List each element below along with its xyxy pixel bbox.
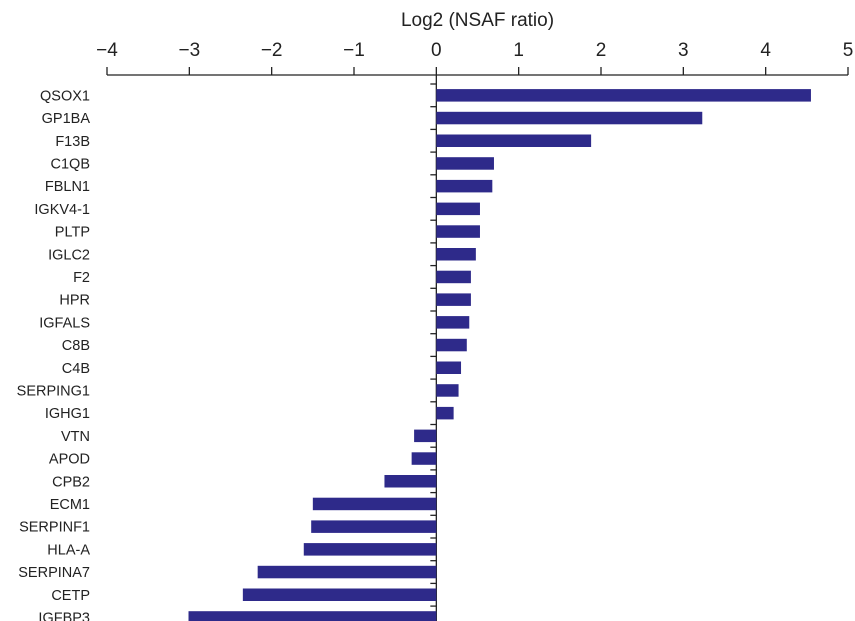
bar-cetp	[242, 588, 437, 601]
bar-serping1	[436, 384, 459, 397]
x-tick-label: 2	[596, 40, 607, 61]
x-tick-label: 3	[678, 40, 689, 61]
category-label: HLA-A	[47, 542, 90, 558]
bar-hla-a	[303, 543, 437, 556]
category-label: ECM1	[50, 497, 90, 513]
category-label: IGFALS	[39, 315, 90, 331]
category-label: C8B	[62, 338, 90, 354]
bar-apod	[411, 452, 437, 465]
bar-pltp	[436, 225, 480, 238]
category-label: IGHG1	[45, 406, 90, 422]
category-label: PLTP	[55, 225, 90, 241]
category-label: IGLC2	[48, 247, 90, 263]
x-tick-label: −1	[343, 40, 365, 61]
x-tick-label: 4	[760, 40, 771, 61]
x-tick-label: −2	[261, 40, 283, 61]
category-label: SERPING1	[17, 383, 90, 399]
x-tick-label: 0	[431, 40, 442, 61]
category-label: IGKV4-1	[34, 202, 90, 218]
bar-c4b	[436, 361, 462, 374]
bar-c8b	[436, 338, 467, 352]
category-label: CETP	[51, 588, 90, 604]
bar-cpb2	[384, 475, 437, 488]
x-axis: −4 −3 −2 −1 0 1 2 3 4 5	[96, 40, 854, 76]
category-label: FBLN1	[45, 179, 90, 195]
bar-vtn	[414, 429, 437, 443]
x-tick-label: −4	[96, 40, 118, 61]
bar-f13b	[436, 134, 592, 147]
category-label: C4B	[62, 361, 90, 377]
bar-igfbp3	[188, 611, 437, 621]
category-label: GP1BA	[42, 111, 91, 127]
x-tick-label: −3	[178, 40, 200, 61]
bar-igfals	[436, 316, 470, 329]
bar-qsox1	[436, 89, 811, 102]
x-tick-label: 1	[513, 40, 524, 61]
bar-iglc2	[436, 248, 476, 261]
category-label: SERPINF1	[19, 520, 90, 536]
bar-fbln1	[436, 179, 493, 193]
category-label: C1QB	[51, 156, 91, 172]
x-axis-title: Log2 (NSAF ratio)	[401, 10, 554, 31]
category-labels: QSOX1 GP1BA F13B C1QB FBLN1 IGKV4-1 PLTP IGLC2 F…	[17, 88, 91, 621]
category-label: IGFBP3	[38, 610, 90, 621]
category-label: CPB2	[52, 474, 90, 490]
bar-f2	[436, 270, 471, 284]
bar-ecm1	[312, 497, 437, 511]
category-label: QSOX1	[40, 88, 90, 104]
bar-ighg1	[436, 406, 454, 420]
category-label: HPR	[59, 293, 90, 309]
category-label: F13B	[55, 134, 90, 150]
bars	[188, 89, 811, 621]
y-axis	[430, 75, 437, 621]
category-label: SERPINA7	[18, 565, 90, 581]
bar-hpr	[436, 293, 471, 306]
x-tick-label: 5	[843, 40, 854, 61]
category-label: APOD	[49, 452, 90, 468]
bar-c1qb	[436, 157, 494, 170]
bar-gp1ba	[436, 111, 703, 125]
category-label: F2	[73, 270, 90, 286]
bar-serpinf1	[311, 520, 437, 533]
bar-igkv4-1	[436, 202, 480, 216]
category-label: VTN	[61, 429, 90, 445]
bar-serpina7	[257, 565, 437, 579]
